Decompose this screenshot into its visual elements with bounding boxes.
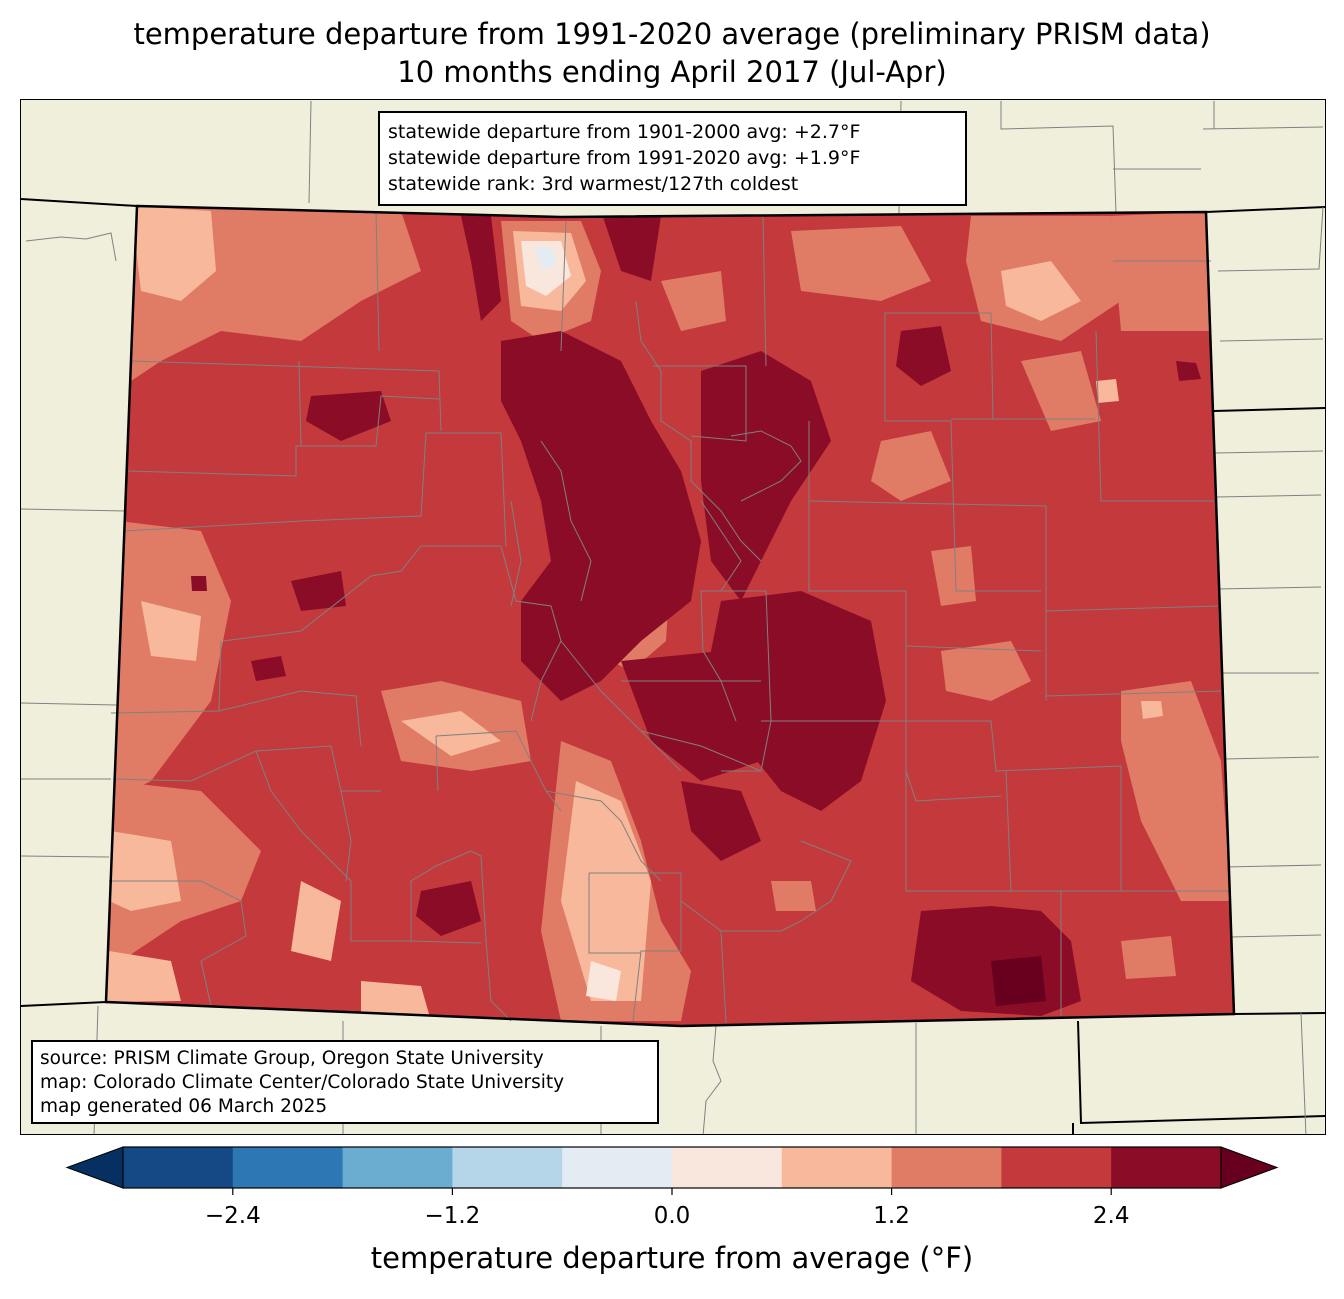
- colorbar-bin-7: [891, 1147, 1002, 1188]
- stats-line-rank: statewide rank: 3rd warmest/127th coldes…: [388, 173, 799, 195]
- colorbar-label: temperature departure from average (°F): [370, 1241, 974, 1275]
- colorbar-ticks: −2.4 −1.2 0.0 1.2 2.4: [205, 1188, 1130, 1229]
- colorbar-tick-label-3: 1.2: [873, 1203, 910, 1229]
- colorbar-bin-0: [123, 1147, 234, 1188]
- neighbor-state-boundaries: [21, 198, 1325, 1134]
- source-line: source: PRISM Climate Group, Oregon Stat…: [40, 1048, 544, 1069]
- colorbar-bin-2: [342, 1147, 453, 1188]
- colorbar-bin-5: [672, 1147, 783, 1188]
- map-title: temperature departure from 1991-2020 ave…: [133, 17, 1211, 51]
- stats-line-1901-2000: statewide departure from 1901-2000 avg: …: [388, 121, 861, 143]
- colorbar-tick-label-1: −1.2: [424, 1203, 480, 1229]
- colorbar-over-arrow: [1220, 1146, 1279, 1189]
- colorbar-tick-label-2: 0.0: [654, 1203, 691, 1229]
- colorado-state-boundary: [104, 204, 1236, 1028]
- map-credit-line: map: Colorado Climate Center/Colorado St…: [40, 1072, 565, 1093]
- map-frame: [20, 99, 1326, 1135]
- map-subtitle: 10 months ending April 2017 (Jul-Apr): [397, 55, 947, 89]
- colorbar-bin-4: [562, 1147, 673, 1188]
- colorbar-bin-9: [1111, 1147, 1222, 1188]
- temperature-field: [106, 206, 1234, 1026]
- colorado-county-lines: [109, 210, 1231, 1024]
- colorado-temperature-map: [21, 100, 1325, 1134]
- colorbar-tick-label-4: 2.4: [1093, 1203, 1130, 1229]
- source-credits-box: source: PRISM Climate Group, Oregon Stat…: [31, 1040, 659, 1124]
- colorbar-tick-label-0: −2.4: [205, 1203, 261, 1229]
- colorbar: −2.4 −1.2 0.0 1.2 2.4: [65, 1146, 1279, 1229]
- stats-line-1991-2020: statewide departure from 1991-2020 avg: …: [388, 147, 861, 169]
- colorbar-bin-6: [781, 1147, 893, 1188]
- colorbar-bins: [123, 1147, 1222, 1188]
- statewide-stats-box: statewide departure from 1901-2000 avg: …: [378, 111, 967, 206]
- colorbar-bin-1: [232, 1147, 344, 1188]
- generated-date-line: map generated 06 March 2025: [40, 1096, 328, 1117]
- colorbar-under-arrow: [65, 1146, 124, 1189]
- colorbar-bin-8: [1001, 1147, 1112, 1188]
- colorbar-bin-3: [452, 1147, 563, 1188]
